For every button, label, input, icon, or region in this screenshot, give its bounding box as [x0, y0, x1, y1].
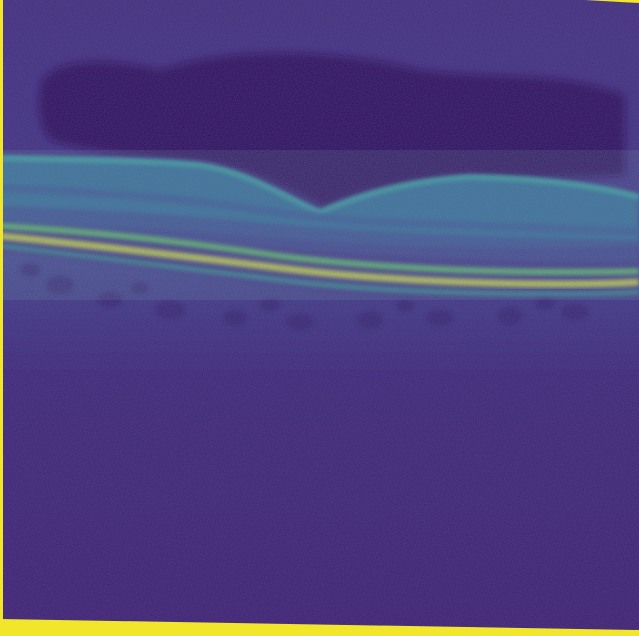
- retina-speckle: [0, 150, 639, 300]
- left-edge-artifact: [0, 0, 3, 636]
- bottom-edge-artifact: [0, 619, 639, 636]
- top-right-edge-artifact: [585, 0, 639, 3]
